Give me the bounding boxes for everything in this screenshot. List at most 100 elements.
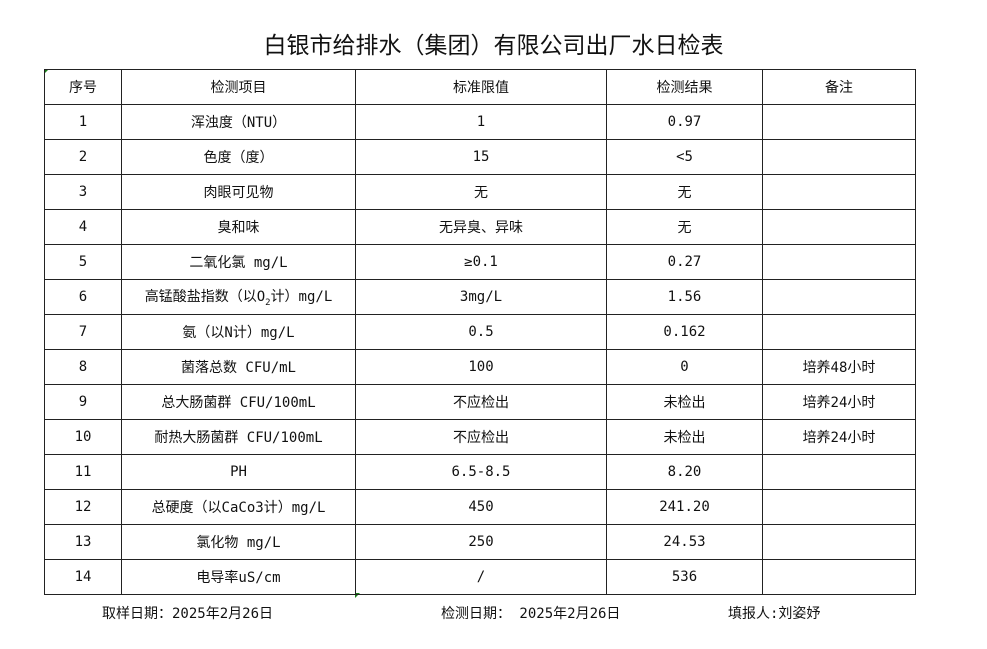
note	[762, 489, 916, 525]
standard-limit: 450	[355, 489, 607, 525]
test-result: 无	[606, 174, 763, 210]
row-number: 4	[44, 209, 122, 245]
note	[762, 244, 916, 280]
test-date: 检测日期： 2025年2月26日	[441, 606, 621, 622]
test-result: 0	[606, 349, 763, 385]
test-item-suffix: 计）mg/L	[270, 289, 333, 306]
test-item-name: 二氧化氯 mg/L	[189, 255, 288, 271]
standard-limit: 1	[355, 104, 607, 140]
note	[762, 314, 916, 350]
test-item: 菌落总数 CFU/mL	[121, 349, 356, 385]
standard-limit: 100	[355, 349, 607, 385]
row-number: 14	[44, 559, 122, 595]
test-result: 未检出	[606, 419, 763, 455]
header-limit: 标准限值	[355, 69, 607, 105]
test-result: 0.162	[606, 314, 763, 350]
row-number: 11	[44, 454, 122, 490]
header-result: 检测结果	[606, 69, 763, 105]
cell-marker	[355, 593, 360, 598]
test-result: 241.20	[606, 489, 763, 525]
page-title: 白银市给排水（集团）有限公司出厂水日检表	[263, 33, 724, 59]
test-item: 耐热大肠菌群 CFU/100mL	[121, 419, 356, 455]
test-result: 24.53	[606, 524, 763, 560]
row-number: 12	[44, 489, 122, 525]
test-result: 0.97	[606, 104, 763, 140]
test-item-name: 耐热大肠菌群 CFU/100mL	[154, 430, 323, 446]
row-number: 5	[44, 244, 122, 280]
standard-limit: 无异臭、异味	[355, 209, 607, 245]
standard-limit: /	[355, 559, 607, 595]
test-item-name: 总大肠菌群 CFU/100mL	[161, 395, 316, 411]
note	[762, 524, 916, 560]
test-item: 臭和味	[121, 209, 356, 245]
test-item-name: 电导率uS/cm	[196, 570, 281, 586]
table-row: 8 菌落总数 CFU/mL 100 0 培养48小时	[44, 349, 916, 385]
standard-limit: 250	[355, 524, 607, 560]
test-item: 总硬度（以CaCo3计）mg/L	[121, 489, 356, 525]
test-item: 肉眼可见物	[121, 174, 356, 210]
test-item: 色度（度）	[121, 139, 356, 175]
table-row: 9 总大肠菌群 CFU/100mL 不应检出 未检出 培养24小时	[44, 384, 916, 420]
test-item: 高锰酸盐指数（以O2计）mg/L	[121, 279, 356, 315]
inspection-table: 序号 检测项目 标准限值 检测结果 备注 1 浑浊度（NTU） 1 0.97 2 色度（度…	[44, 69, 916, 595]
standard-limit: 0.5	[355, 314, 607, 350]
test-item: 电导率uS/cm	[121, 559, 356, 595]
table-row: 7 氨（以N计）mg/L 0.5 0.162	[44, 314, 916, 350]
standard-limit: ≥0.1	[355, 244, 607, 280]
table-row: 14 电导率uS/cm /536	[44, 559, 916, 595]
header-no: 序号	[44, 69, 122, 105]
test-item-name: 菌落总数 CFU/mL	[180, 360, 296, 376]
standard-limit: 6.5-8.5	[355, 454, 607, 490]
table-row: 1 浑浊度（NTU） 1 0.97	[44, 104, 916, 140]
row-number: 13	[44, 524, 122, 560]
note	[762, 139, 916, 175]
note: 培养24小时	[762, 384, 916, 420]
test-item: 氨（以N计）mg/L	[121, 314, 356, 350]
subscript: 2	[265, 297, 271, 308]
test-item-name: 肉眼可见物	[203, 185, 274, 201]
note	[762, 209, 916, 245]
note	[762, 174, 916, 210]
table-row: 4 臭和味 无异臭、异味无	[44, 209, 916, 245]
header-row: 序号 检测项目 标准限值 检测结果 备注	[44, 69, 916, 105]
test-item-name: 氯化物 mg/L	[196, 535, 281, 551]
test-item: PH	[121, 454, 356, 490]
note: 培养48小时	[762, 349, 916, 385]
standard-limit: 不应检出	[355, 419, 607, 455]
row-number: 10	[44, 419, 122, 455]
test-item: 氯化物 mg/L	[121, 524, 356, 560]
note	[762, 104, 916, 140]
test-result: 0.27	[606, 244, 763, 280]
note: 培养24小时	[762, 419, 916, 455]
table-row: 3 肉眼可见物 无无	[44, 174, 916, 210]
row-number: 8	[44, 349, 122, 385]
standard-limit: 无	[355, 174, 607, 210]
row-number: 6	[44, 279, 122, 315]
standard-limit: 不应检出	[355, 384, 607, 420]
test-result: 无	[606, 209, 763, 245]
test-item-name: 浑浊度（NTU）	[190, 115, 287, 131]
row-number: 3	[44, 174, 122, 210]
test-item-name: 臭和味	[217, 220, 260, 236]
reporter: 填报人:刘姿妤	[728, 606, 821, 622]
row-number: 1	[44, 104, 122, 140]
sample-date: 取样日期：2025年2月26日	[102, 606, 274, 622]
table-row: 12 总硬度（以CaCo3计）mg/L 450 241.20	[44, 489, 916, 525]
table-row: 11 PH 6.5-8.5 8.20	[44, 454, 916, 490]
note	[762, 454, 916, 490]
test-result: 536	[606, 559, 763, 595]
table-row: 10 耐热大肠菌群 CFU/100mL 不应检出 未检出 培养24小时	[44, 419, 916, 455]
header-note: 备注	[762, 69, 916, 105]
test-result: 未检出	[606, 384, 763, 420]
test-item: 总大肠菌群 CFU/100mL	[121, 384, 356, 420]
test-result: 8.20	[606, 454, 763, 490]
test-item-name: 色度（度）	[203, 150, 274, 166]
test-item: 浑浊度（NTU）	[121, 104, 356, 140]
test-item-name: 高锰酸盐指数（以O	[144, 289, 266, 306]
table-row: 5 二氧化氯 mg/L ≥0.1 0.27	[44, 244, 916, 280]
table-row: 6 高锰酸盐指数（以O2计）mg/L 3mg/L 1.56	[44, 279, 916, 315]
table-row: 2 色度（度） 15 <5	[44, 139, 916, 175]
header-item: 检测项目	[121, 69, 356, 105]
note	[762, 559, 916, 595]
test-item-name: 总硬度（以CaCo3计）mg/L	[151, 500, 326, 516]
